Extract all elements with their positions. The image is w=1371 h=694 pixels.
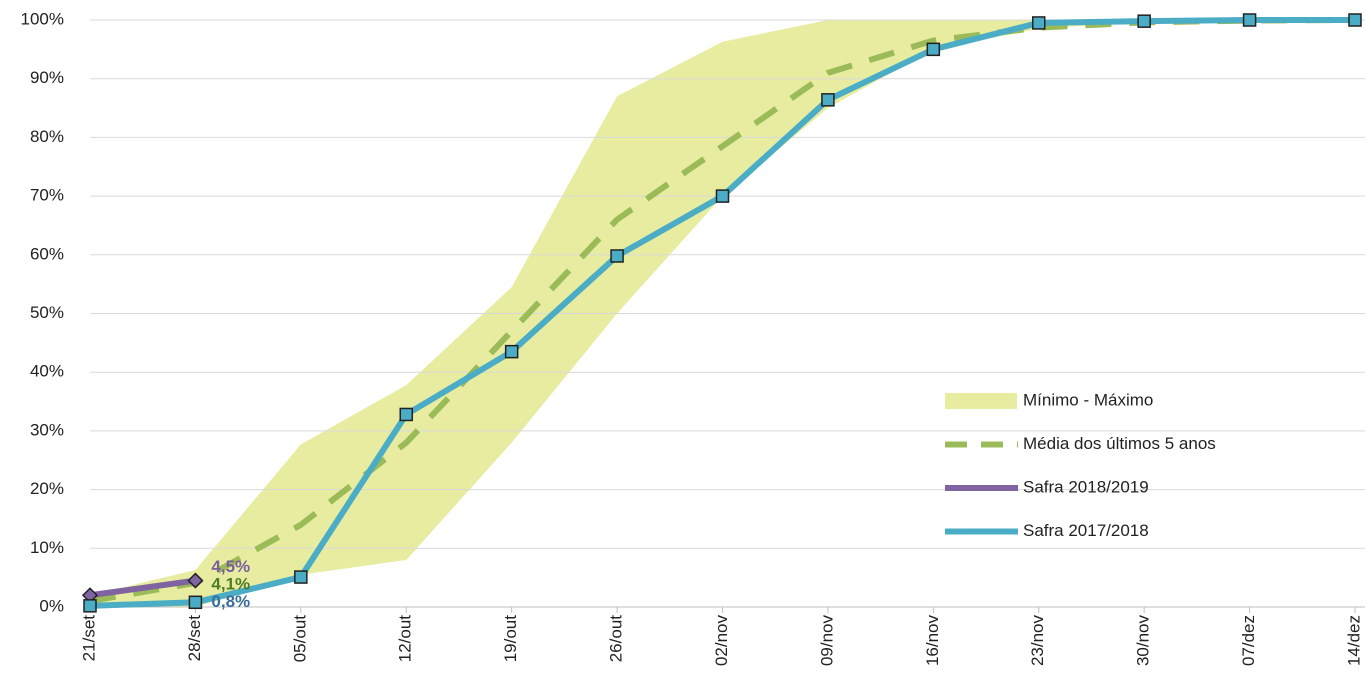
y-tick-label: 20%: [30, 479, 64, 498]
y-tick-label: 50%: [30, 303, 64, 322]
marker: [504, 344, 519, 359]
marker: [821, 93, 835, 107]
legend-swatch: [945, 393, 1017, 409]
legend-label: Safra 2018/2019: [1023, 477, 1149, 496]
x-tick-label: 12/out: [396, 615, 415, 663]
y-tick-label: 90%: [30, 68, 64, 87]
x-tick-label: 16/nov: [923, 615, 942, 667]
marker: [83, 599, 97, 613]
x-tick-label: 23/nov: [1028, 615, 1047, 667]
x-tick-label: 28/set: [185, 615, 204, 662]
marker: [610, 249, 624, 263]
y-tick-label: 40%: [30, 362, 64, 381]
data-label: 4,1%: [211, 574, 250, 593]
y-tick-label: 10%: [30, 538, 64, 557]
x-tick-label: 14/dez: [1344, 615, 1363, 666]
x-tick-label: 02/nov: [712, 615, 731, 667]
x-tick-label: 26/out: [607, 615, 626, 663]
y-tick-label: 100%: [21, 9, 64, 28]
marker: [1348, 13, 1362, 27]
marker: [188, 595, 203, 610]
x-tick-label: 09/nov: [817, 615, 836, 667]
legend-label: Safra 2017/2018: [1023, 521, 1149, 540]
data-label: 0,8%: [211, 592, 250, 611]
y-tick-label: 80%: [30, 127, 64, 146]
marker: [294, 570, 308, 584]
x-tick-label: 05/out: [290, 615, 309, 663]
legend-label: Média dos últimos 5 anos: [1023, 434, 1216, 453]
x-tick-label: 30/nov: [1134, 615, 1153, 667]
x-tick-label: 07/dez: [1239, 615, 1258, 666]
marker: [1032, 16, 1046, 30]
legend-label: Mínimo - Máximo: [1023, 390, 1153, 409]
y-tick-label: 30%: [30, 420, 64, 439]
y-tick-label: 70%: [30, 186, 64, 205]
marker: [187, 572, 204, 589]
marker: [926, 42, 941, 57]
x-tick-label: 19/out: [501, 615, 520, 663]
marker: [715, 189, 730, 203]
marker: [1137, 14, 1151, 28]
y-tick-label: 0%: [39, 596, 64, 615]
x-tick-label: 21/set: [79, 615, 98, 662]
data-label: 4,5%: [211, 557, 250, 576]
marker: [1242, 13, 1257, 27]
marker: [399, 407, 413, 422]
min-max-band: [90, 20, 1355, 607]
series-line: [89, 577, 196, 599]
y-tick-label: 60%: [30, 244, 64, 263]
